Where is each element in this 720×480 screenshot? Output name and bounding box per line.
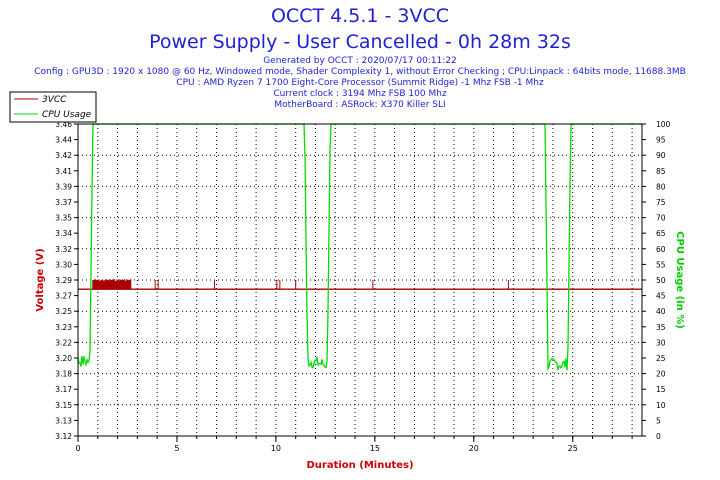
y2-tick-label: 40 xyxy=(656,307,666,316)
x-tick-label: 5 xyxy=(174,444,179,453)
y-tick-label: 3.44 xyxy=(55,136,72,145)
y2-tick-label: 5 xyxy=(656,416,661,425)
y2-tick-label: 65 xyxy=(656,229,666,238)
y-tick-label: 3.12 xyxy=(55,432,72,441)
y-tick-label: 3.25 xyxy=(55,307,72,316)
y2-tick-label: 75 xyxy=(656,198,666,207)
y2-tick-label: 35 xyxy=(656,323,666,332)
clock-info: Current clock : 3194 Mhz FSB 100 Mhz xyxy=(273,89,447,99)
y2-tick-label: 80 xyxy=(656,182,666,191)
legend-box xyxy=(9,91,97,123)
x-tick-label: 20 xyxy=(469,444,479,453)
y-tick-label: 3.20 xyxy=(55,354,72,363)
y-tick-label: 3.27 xyxy=(55,292,72,301)
x-tick-label: 25 xyxy=(568,444,578,453)
y2-tick-label: 10 xyxy=(656,401,666,410)
x-tick-label: 15 xyxy=(370,444,380,453)
y2-tick-label: 45 xyxy=(656,292,666,301)
y-tick-label: 3.42 xyxy=(55,151,72,160)
y2-tick-label: 85 xyxy=(656,167,666,176)
chart-subtitle: Power Supply - User Cancelled - 0h 28m 3… xyxy=(149,31,571,53)
motherboard-info: MotherBoard : ASRock: X370 Killer SLI xyxy=(274,100,446,110)
y2-tick-label: 25 xyxy=(656,354,666,363)
config-info: Config : GPU3D : 1920 x 1080 @ 60 Hz, Wi… xyxy=(34,67,686,77)
y2-tick-label: 90 xyxy=(656,151,666,160)
plot-area xyxy=(78,124,642,436)
y-tick-label: 3.30 xyxy=(55,260,72,269)
y2-tick-label: 20 xyxy=(656,370,666,379)
y2-tick-label: 15 xyxy=(656,385,666,394)
y-tick-label: 3.22 xyxy=(55,338,72,347)
y-tick-label: 3.34 xyxy=(55,229,72,238)
y-tick-label: 3.41 xyxy=(55,167,72,176)
y-tick-label: 3.35 xyxy=(55,214,72,223)
grid xyxy=(78,124,642,436)
x-tick-label: 0 xyxy=(75,444,80,453)
generated-info: Generated by OCCT : 2020/07/17 00:11:22 xyxy=(263,56,457,66)
x-axis-label: Duration (Minutes) xyxy=(306,460,413,471)
y2-tick-label: 55 xyxy=(656,260,666,269)
legend-label-3vcc: 3VCC xyxy=(42,95,67,105)
y-tick-label: 3.17 xyxy=(55,385,72,394)
y-tick-label: 3.39 xyxy=(55,182,72,191)
y-tick-label: 3.18 xyxy=(55,370,72,379)
y-axis-label: Voltage (V) xyxy=(35,248,46,311)
y-tick-label: 3.23 xyxy=(55,323,72,332)
y-tick-label: 3.37 xyxy=(55,198,72,207)
y-tick-label: 3.46 xyxy=(55,120,72,129)
series-3vcc-spikes xyxy=(92,279,132,290)
y2-tick-label: 60 xyxy=(656,245,666,254)
chart-title: OCCT 4.5.1 - 3VCC xyxy=(270,5,450,27)
cpu-info: CPU : AMD Ryzen 7 1700 Eight-Core Proces… xyxy=(176,78,544,88)
y2-tick-label: 100 xyxy=(656,120,671,129)
y-tick-label: 3.15 xyxy=(55,401,72,410)
y-tick-label: 3.13 xyxy=(55,416,72,425)
legend-label-cpu-usage: CPU Usage xyxy=(42,110,92,120)
y2-tick-label: 50 xyxy=(656,276,666,285)
y2-axis-label: CPU Usage (in %) xyxy=(674,231,685,329)
y2-tick-label: 30 xyxy=(656,338,666,347)
y2-tick-label: 0 xyxy=(656,432,661,441)
axes-layer: 0 5 10 15 20 25 3.12 3.13 3.15 3.17 3.18 3.20 3.22 3.… xyxy=(55,120,670,453)
y2-tick-label: 95 xyxy=(656,136,666,145)
x-tick-label: 10 xyxy=(271,444,281,453)
y2-tick-label: 70 xyxy=(656,214,666,223)
y-tick-label: 3.29 xyxy=(55,276,72,285)
legend: 3VCC CPU Usage xyxy=(9,91,97,123)
y-tick-label: 3.32 xyxy=(55,245,72,254)
